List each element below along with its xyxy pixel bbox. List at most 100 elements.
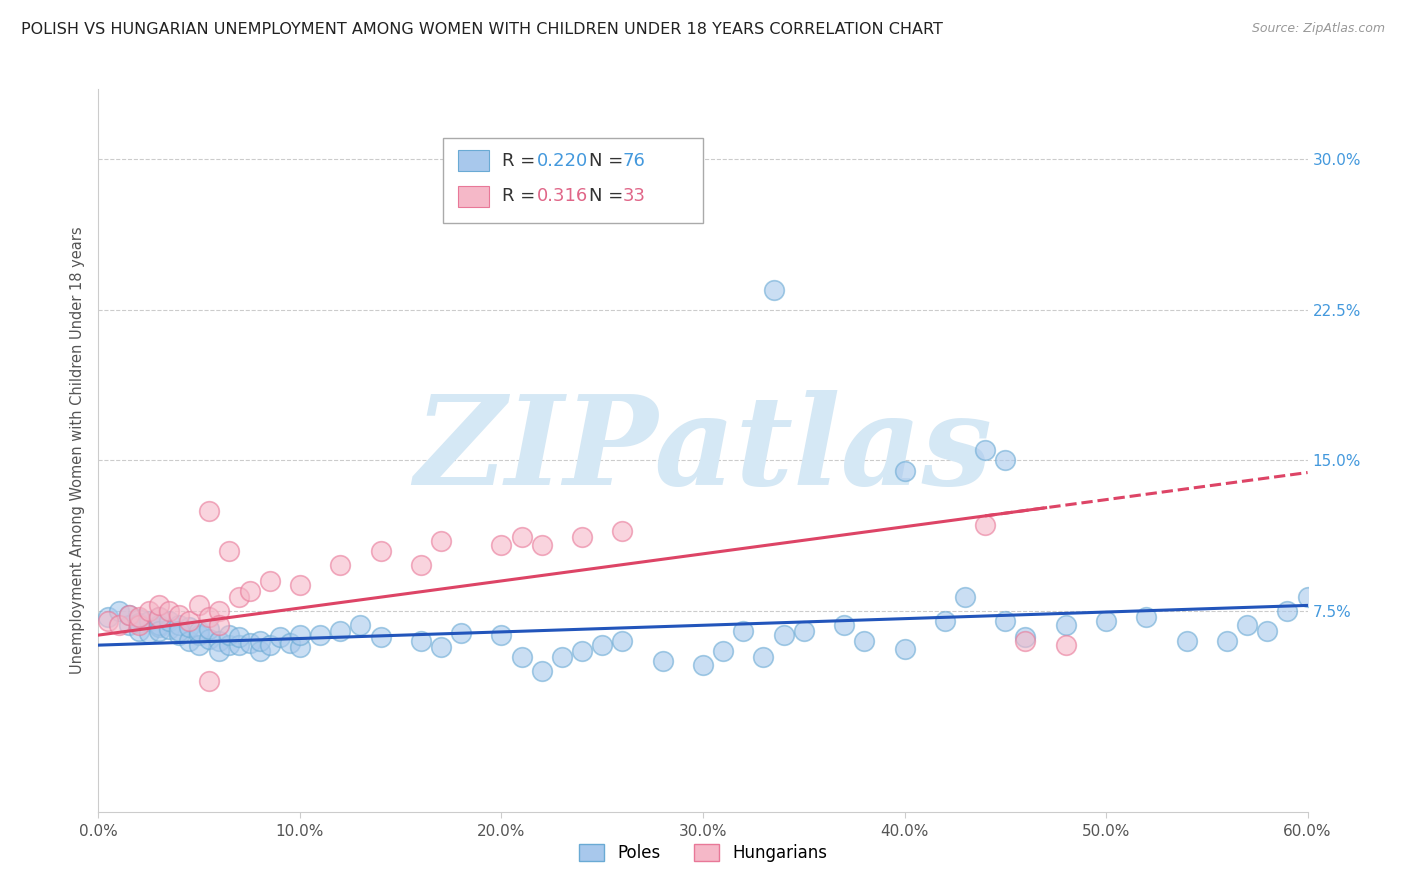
Point xyxy=(994,453,1017,467)
Text: N =: N = xyxy=(589,152,628,169)
Point xyxy=(198,632,221,647)
Text: Source: ZipAtlas.com: Source: ZipAtlas.com xyxy=(1251,22,1385,36)
Point xyxy=(752,650,775,665)
Point xyxy=(571,530,593,544)
Point xyxy=(138,604,160,618)
Point xyxy=(288,640,311,655)
Point xyxy=(179,620,201,634)
Point xyxy=(329,558,352,572)
Point xyxy=(793,624,815,639)
Point xyxy=(309,628,332,642)
Point xyxy=(148,618,170,632)
Point xyxy=(450,626,472,640)
Point xyxy=(1054,618,1077,632)
Point xyxy=(128,618,150,632)
Point xyxy=(179,634,201,648)
Point xyxy=(1216,634,1239,648)
Point xyxy=(218,544,240,558)
Point xyxy=(208,604,231,618)
Point xyxy=(198,622,221,636)
Point xyxy=(288,578,311,592)
Point xyxy=(994,614,1017,628)
Point xyxy=(157,604,180,618)
Point xyxy=(188,624,211,639)
Point xyxy=(853,634,876,648)
Point xyxy=(591,638,613,652)
Point xyxy=(218,628,240,642)
Point xyxy=(893,464,915,478)
Point xyxy=(167,608,190,623)
Text: ZIPatlas: ZIPatlas xyxy=(413,390,993,511)
Point xyxy=(249,634,271,648)
Point xyxy=(128,624,150,639)
Point xyxy=(1277,604,1299,618)
Point xyxy=(148,598,170,612)
Point xyxy=(1135,610,1157,624)
Point xyxy=(409,558,432,572)
Point xyxy=(288,628,311,642)
Point xyxy=(1095,614,1118,628)
Point xyxy=(179,614,201,628)
Y-axis label: Unemployment Among Women with Children Under 18 years: Unemployment Among Women with Children U… xyxy=(69,227,84,674)
Point xyxy=(128,610,150,624)
Point xyxy=(510,530,533,544)
Point xyxy=(228,638,250,652)
Point xyxy=(167,624,190,639)
Point xyxy=(530,664,553,679)
Point xyxy=(1014,634,1036,648)
Point xyxy=(97,614,120,628)
Text: R =: R = xyxy=(502,187,541,205)
Point xyxy=(370,630,392,644)
Point xyxy=(198,503,221,517)
Point xyxy=(772,628,794,642)
Point xyxy=(148,610,170,624)
Point xyxy=(138,626,160,640)
Point xyxy=(491,538,513,552)
Text: 0.220: 0.220 xyxy=(537,152,588,169)
Point xyxy=(551,650,574,665)
Point xyxy=(167,618,190,632)
Point xyxy=(167,628,190,642)
Point xyxy=(1236,618,1258,632)
Point xyxy=(259,574,281,588)
Point xyxy=(138,614,160,628)
Point xyxy=(1054,638,1077,652)
Text: 0.316: 0.316 xyxy=(537,187,588,205)
Point xyxy=(409,634,432,648)
Point xyxy=(188,638,211,652)
Point xyxy=(349,618,371,632)
Point xyxy=(97,610,120,624)
Point xyxy=(571,644,593,658)
Point xyxy=(188,598,211,612)
Point xyxy=(188,628,211,642)
Point xyxy=(530,538,553,552)
Point xyxy=(651,654,673,668)
Point xyxy=(974,517,997,532)
Text: POLISH VS HUNGARIAN UNEMPLOYMENT AMONG WOMEN WITH CHILDREN UNDER 18 YEARS CORREL: POLISH VS HUNGARIAN UNEMPLOYMENT AMONG W… xyxy=(21,22,943,37)
Point xyxy=(198,610,221,624)
Point xyxy=(208,618,231,632)
Point xyxy=(612,524,634,538)
Point xyxy=(711,644,734,658)
Point xyxy=(118,618,141,632)
Point xyxy=(118,608,141,623)
Point xyxy=(107,618,129,632)
Point xyxy=(107,604,129,618)
Point xyxy=(510,650,533,665)
Point xyxy=(259,638,281,652)
Legend: Poles, Hungarians: Poles, Hungarians xyxy=(572,837,834,869)
Point xyxy=(148,610,170,624)
Point xyxy=(762,283,785,297)
Point xyxy=(208,634,231,648)
Point xyxy=(218,638,240,652)
Point xyxy=(1014,630,1036,644)
Point xyxy=(491,628,513,642)
Point xyxy=(239,584,262,599)
Text: N =: N = xyxy=(589,187,628,205)
Point xyxy=(430,640,453,655)
Point xyxy=(239,636,262,650)
Point xyxy=(934,614,956,628)
Point xyxy=(733,624,755,639)
Point xyxy=(148,624,170,639)
Point xyxy=(974,443,997,458)
